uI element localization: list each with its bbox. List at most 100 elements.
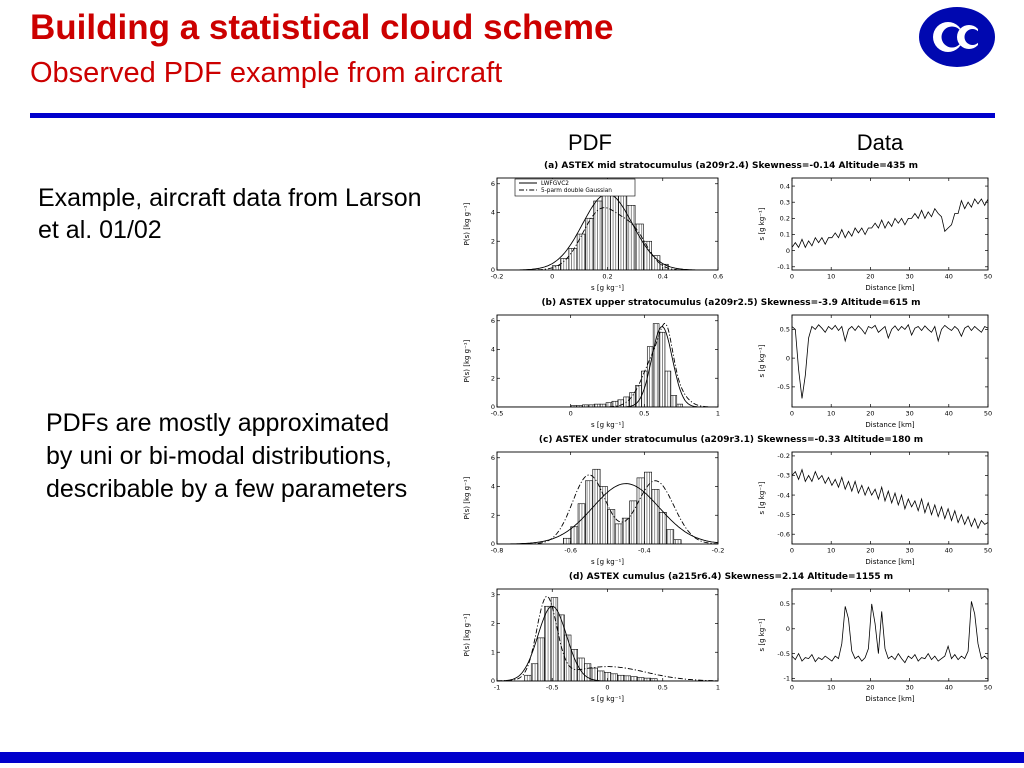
y-axis-label: s [g kg⁻¹] — [758, 207, 766, 240]
data-series — [792, 198, 988, 249]
fit-curve-dashdot — [497, 474, 718, 544]
ecmwf-logo — [919, 7, 995, 67]
svg-text:0: 0 — [491, 266, 495, 274]
svg-text:-0.6: -0.6 — [777, 530, 790, 538]
fit-curve-dashdot — [497, 322, 718, 407]
svg-text:50: 50 — [984, 410, 992, 418]
svg-text:40: 40 — [945, 410, 953, 418]
svg-text:0: 0 — [790, 273, 794, 281]
svg-text:-0.2: -0.2 — [777, 452, 790, 460]
y-axis-label: s [g kg⁻¹] — [758, 344, 766, 377]
axis-ticks: -1 -0.5 0 0.5 1 0 1 2 3 — [491, 589, 720, 692]
figure-row-b-title: (b) ASTEX upper stratocumulus (a209r2.5)… — [541, 298, 921, 308]
x-axis-label: Distance [km] — [865, 284, 914, 292]
axis-ticks: 0 10 20 30 40 50 -0.5 0 0.5 — [777, 315, 992, 418]
svg-text:20: 20 — [866, 684, 874, 692]
plot-frame — [791, 588, 989, 682]
column-header-data: Data — [856, 130, 904, 155]
fit-curve-solid — [497, 483, 718, 544]
svg-text:0: 0 — [491, 540, 495, 548]
svg-text:0: 0 — [790, 547, 794, 555]
y-axis-label: P(s) [kg g⁻¹] — [463, 202, 471, 245]
svg-text:-0.5: -0.5 — [777, 511, 790, 519]
data-plot-c: 0 10 20 30 40 50 -0.2 -0.3 -0.4 -0.5 -0.6 Distance … — [756, 447, 996, 569]
svg-text:-0.3: -0.3 — [777, 472, 790, 480]
figure-row-a-title: (a) ASTEX mid stratocumulus (a209r2.4) S… — [543, 161, 919, 171]
svg-text:2: 2 — [491, 374, 495, 382]
svg-text:10: 10 — [827, 273, 835, 281]
svg-text:LWFGVC2: LWFGVC2 — [541, 181, 569, 187]
axis-ticks: -0.8 -0.6 -0.4 -0.2 0 2 4 6 — [491, 452, 724, 555]
svg-text:-0.1: -0.1 — [777, 263, 790, 271]
svg-text:20: 20 — [866, 410, 874, 418]
axis-ticks: 0 10 20 30 40 50 -1 -0.5 0 0.5 — [777, 589, 992, 692]
figure-row-a: (a) ASTEX mid stratocumulus (a209r2.4) S… — [455, 160, 1007, 297]
svg-text:0.5: 0.5 — [780, 600, 790, 608]
svg-text:40: 40 — [945, 273, 953, 281]
svg-text:30: 30 — [905, 273, 913, 281]
svg-text:4: 4 — [491, 209, 495, 217]
svg-text:6: 6 — [491, 317, 495, 325]
svg-text:0: 0 — [790, 410, 794, 418]
column-header-pdf: PDF — [568, 130, 612, 155]
svg-text:1: 1 — [491, 648, 495, 656]
svg-text:30: 30 — [905, 410, 913, 418]
x-axis-label: s [g kg⁻¹] — [591, 695, 624, 703]
x-axis-label: Distance [km] — [865, 695, 914, 703]
x-axis-label: Distance [km] — [865, 421, 914, 429]
svg-text:-0.2: -0.2 — [491, 273, 504, 281]
svg-text:50: 50 — [984, 684, 992, 692]
x-axis-label: s [g kg⁻¹] — [591, 421, 624, 429]
svg-text:40: 40 — [945, 547, 953, 555]
svg-text:0.4: 0.4 — [658, 273, 668, 281]
plot-frame — [791, 314, 989, 408]
svg-text:0.2: 0.2 — [780, 215, 790, 223]
svg-text:0: 0 — [786, 354, 790, 362]
plot-frame — [791, 177, 989, 271]
pdf-plot-b: -0.5 0 0.5 1 0 2 4 6 s [g kg⁻¹] P(s) [kg g⁻¹] — [461, 310, 726, 432]
svg-text:0: 0 — [605, 684, 609, 692]
d-pdf-svg: -1 -0.5 0 0.5 1 0 1 2 3 s [g kg⁻¹] P(s) [kg g⁻¹] — [463, 588, 720, 703]
svg-text:0.3: 0.3 — [780, 198, 790, 206]
figure-panel: (a) ASTEX mid stratocumulus (a209r2.4) S… — [455, 160, 1007, 708]
svg-text:1: 1 — [716, 684, 720, 692]
svg-text:20: 20 — [866, 547, 874, 555]
svg-text:5-parm double Gaussian: 5-parm double Gaussian — [541, 188, 612, 194]
fit-curve-solid — [497, 326, 718, 407]
fit-curve-dashdot — [497, 595, 718, 681]
svg-text:10: 10 — [827, 410, 835, 418]
y-axis-label: P(s) [kg g⁻¹] — [463, 339, 471, 382]
svg-text:40: 40 — [945, 684, 953, 692]
svg-text:-0.6: -0.6 — [564, 547, 577, 555]
y-axis-label: P(s) [kg g⁻¹] — [463, 613, 471, 656]
c-data-svg: 0 10 20 30 40 50 -0.2 -0.3 -0.4 -0.5 -0.6 Distance … — [758, 451, 992, 566]
figure-row-c: (c) ASTEX under stratocumulus (a209r3.1)… — [455, 434, 1007, 571]
svg-text:10: 10 — [827, 684, 835, 692]
svg-text:-0.5: -0.5 — [777, 383, 790, 391]
svg-text:1: 1 — [716, 410, 720, 418]
header-divider — [30, 113, 995, 118]
figure-row-b: (b) ASTEX upper stratocumulus (a209r2.5)… — [455, 297, 1007, 434]
svg-text:0.5: 0.5 — [658, 684, 668, 692]
plot-frame — [496, 588, 719, 682]
svg-text:2: 2 — [491, 237, 495, 245]
svg-text:10: 10 — [827, 547, 835, 555]
data-series — [792, 468, 988, 530]
data-plot-b: 0 10 20 30 40 50 -0.5 0 0.5 Distance [km] s [g kg⁻… — [756, 310, 996, 432]
svg-text:4: 4 — [491, 483, 495, 491]
d-data-svg: 0 10 20 30 40 50 -1 -0.5 0 0.5 Distance [km] s [g k… — [758, 588, 992, 703]
svg-text:0.6: 0.6 — [713, 273, 723, 281]
histogram-bars — [563, 468, 682, 544]
svg-text:0: 0 — [550, 273, 554, 281]
axis-ticks: 0 10 20 30 40 50-0.100.10.20.30.4 — [777, 178, 992, 281]
c-pdf-svg: -0.8 -0.6 -0.4 -0.2 0 2 4 6 s [g kg⁻¹] P(s) [kg g… — [463, 451, 724, 566]
y-axis-label: s [g kg⁻¹] — [758, 618, 766, 651]
svg-text:0: 0 — [491, 677, 495, 685]
plot-frame — [791, 451, 989, 545]
figure-row-d: (d) ASTEX cumulus (a215r6.4) Skewness=2.… — [455, 571, 1007, 708]
pdf-plot-a: -0.2 0 0.2 0.4 0.6 0 2 4 6 s [g kg⁻¹] P(s) [kg g⁻¹… — [461, 173, 726, 295]
data-plot-a: 0 10 20 30 40 50 -0.1 0 0.1 0.2 0.3 0.4 Distance [km… — [756, 173, 996, 295]
